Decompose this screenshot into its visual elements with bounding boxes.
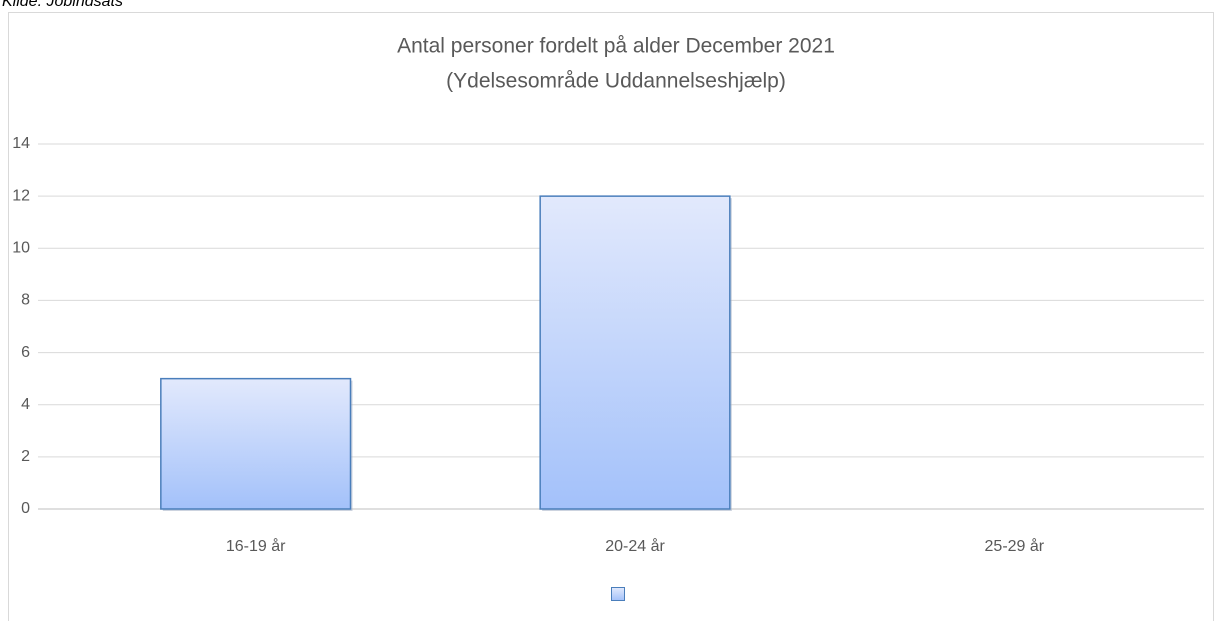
y-tick-label: 2 (21, 448, 30, 465)
legend-swatch (611, 587, 625, 601)
y-tick-label: 14 (12, 135, 30, 152)
y-tick-label: 6 (21, 344, 30, 361)
y-tick-label: 0 (21, 500, 30, 517)
source-note: Kilde: Jobindsats (2, 0, 123, 10)
y-tick-label: 4 (21, 396, 30, 413)
x-tick-label: 25-29 år (985, 537, 1045, 555)
y-tick-label: 10 (12, 240, 30, 257)
y-tick-label: 12 (12, 187, 30, 204)
x-tick-label: 16-19 år (226, 537, 286, 555)
bar (160, 377, 352, 510)
chart-frame (8, 12, 1214, 621)
y-tick-label: 8 (21, 292, 30, 309)
chart-subtitle: (Ydelsesområde Uddannelseshjælp) (446, 70, 786, 93)
bar (539, 195, 731, 510)
chart-title: Antal personer fordelt på alder December… (397, 35, 835, 58)
x-tick-label: 20-24 år (605, 537, 665, 555)
